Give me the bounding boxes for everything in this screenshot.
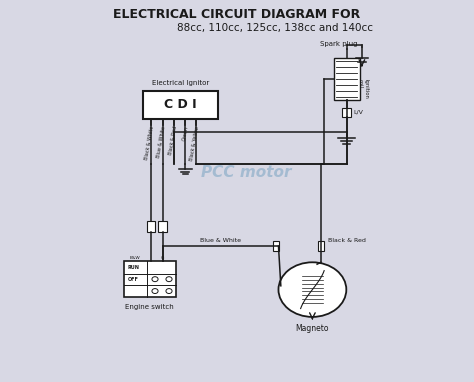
Text: Engine switch: Engine switch xyxy=(126,304,174,310)
Text: 88cc, 110cc, 125cc, 138cc and 140cc: 88cc, 110cc, 125cc, 138cc and 140cc xyxy=(177,23,373,33)
Text: C D I: C D I xyxy=(164,98,197,111)
FancyBboxPatch shape xyxy=(143,91,218,119)
Bar xyxy=(147,221,155,231)
Circle shape xyxy=(152,288,158,293)
Circle shape xyxy=(166,288,172,293)
Text: Black & White: Black & White xyxy=(144,126,155,160)
Text: L/V: L/V xyxy=(354,110,364,115)
Bar xyxy=(342,108,351,117)
Bar xyxy=(158,221,167,231)
Text: OFF: OFF xyxy=(128,277,139,282)
Text: Black & Yellow: Black & Yellow xyxy=(190,126,201,161)
Text: B&W: B&W xyxy=(129,256,140,260)
Text: Ignition
coil: Ignition coil xyxy=(358,79,369,99)
Text: PCC motor: PCC motor xyxy=(201,165,292,180)
Text: Blue & White: Blue & White xyxy=(200,238,241,243)
Circle shape xyxy=(278,262,346,317)
Text: Black & Red: Black & Red xyxy=(168,126,178,155)
Text: Blue & White: Blue & White xyxy=(156,126,166,158)
Text: RUN: RUN xyxy=(128,265,139,270)
Circle shape xyxy=(152,277,158,282)
Text: Green: Green xyxy=(182,126,189,141)
Bar xyxy=(318,241,324,251)
Text: Black & Red: Black & Red xyxy=(328,238,366,243)
Text: ELECTRICAL CIRCUIT DIAGRAM FOR: ELECTRICAL CIRCUIT DIAGRAM FOR xyxy=(113,8,361,21)
Circle shape xyxy=(166,277,172,282)
Bar xyxy=(273,241,279,251)
Text: Magneto: Magneto xyxy=(296,324,329,333)
Text: Spark plug: Spark plug xyxy=(319,41,357,47)
Text: G: G xyxy=(161,256,164,260)
Text: Electrical Ignitor: Electrical Ignitor xyxy=(152,79,209,86)
FancyBboxPatch shape xyxy=(334,58,359,100)
FancyBboxPatch shape xyxy=(124,261,176,297)
